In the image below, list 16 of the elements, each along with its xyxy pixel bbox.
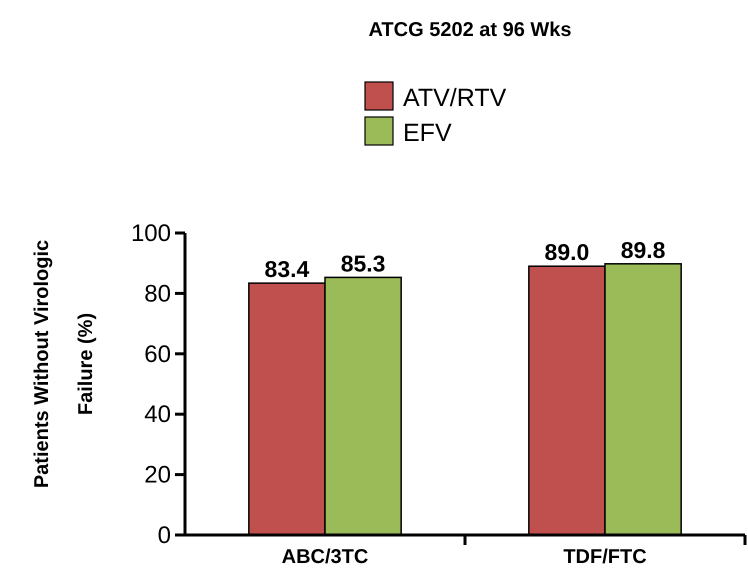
y-tick-label: 0 (158, 522, 171, 549)
legend-label: ATV/RTV (403, 84, 507, 112)
x-tick-label: ABC/3TC (282, 546, 368, 568)
data-label: 83.4 (264, 256, 310, 282)
y-axis-title: Patients Without Virologic Failure (%) (31, 240, 97, 488)
y-tick-label: 60 (144, 340, 171, 368)
data-label: 89.8 (620, 236, 666, 263)
chart-title: ATCG 5202 at 96 Wks (368, 19, 572, 41)
y-tick-label: 20 (144, 462, 171, 489)
x-tick-label: TDF/FTC (563, 546, 647, 568)
data-label: 85.3 (340, 250, 386, 276)
data-label: 89.0 (544, 239, 590, 266)
y-tick-label: 40 (144, 401, 171, 428)
legend-label: EFV (403, 119, 452, 147)
y-tick-label: 80 (144, 280, 171, 308)
y-tick-label: 100 (130, 220, 171, 247)
